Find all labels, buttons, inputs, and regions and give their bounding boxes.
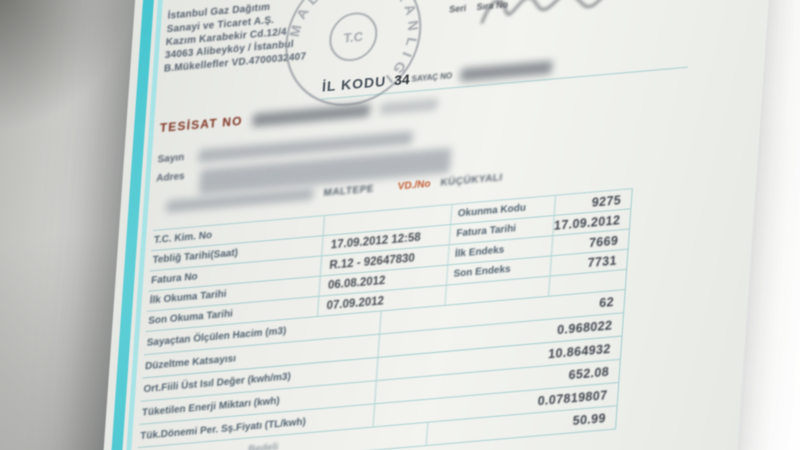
adres-label: Adres (155, 171, 185, 185)
tesisat-no-label: TESİSAT NO (159, 113, 244, 136)
billing-table: T.C. Kim. No Okunma Kodu 9275 Tebliğ Tar… (135, 188, 633, 450)
redacted-sayac-no (459, 60, 553, 82)
vd-no-value: KÜÇÜKYALI (440, 171, 504, 189)
handwriting-redacted (480, 0, 650, 24)
vd-no-label: VD./No (397, 178, 431, 193)
ministry-seal-stamp: MALİYE BAKANLIĞI T.C (273, 0, 433, 124)
sayac-no-label: SAYAÇ NO (411, 70, 453, 84)
sayin-label: Sayın (157, 151, 185, 166)
redacted-tesisat-extra (379, 98, 439, 115)
gas-bill-paper: İstanbul Gaz Dağıtım Sanayi ve Ticaret A… (96, 0, 778, 450)
il-kodu-value: 34 (393, 70, 411, 89)
seal-center-text: T.C (343, 29, 364, 46)
seri-label: Seri (448, 2, 467, 15)
serial-area: Seri Sıra No (448, 0, 669, 24)
district-fragment: MALTEPE (323, 183, 375, 199)
